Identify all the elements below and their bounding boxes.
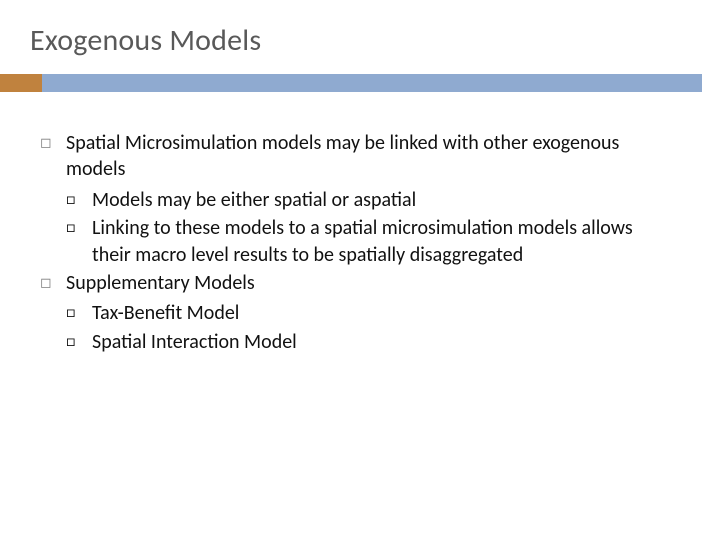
checkbox-bullet-icon: □ [66, 329, 92, 355]
list-item: ◻ Spatial Microsimulation models may be … [40, 130, 660, 183]
list-subitem: □ Models may be either spatial or aspati… [66, 187, 660, 213]
checkbox-bullet-icon: □ [66, 187, 92, 213]
checkbox-bullet-icon: □ [66, 215, 92, 241]
list-item-text: Spatial Microsimulation models may be li… [66, 130, 660, 183]
list-item-text: Supplementary Models [66, 270, 660, 296]
slide-title: Exogenous Models [30, 22, 261, 59]
slide: Exogenous Models ◻ Spatial Microsimulati… [0, 0, 720, 540]
list-subitem: □ Tax-Benefit Model [66, 300, 660, 326]
square-bullet-icon: ◻ [40, 130, 66, 156]
list-subitem-text: Spatial Interaction Model [92, 329, 660, 355]
slide-body: ◻ Spatial Microsimulation models may be … [40, 130, 660, 357]
list-item: ◻ Supplementary Models [40, 270, 660, 296]
list-subitem-text: Tax-Benefit Model [92, 300, 660, 326]
square-bullet-icon: ◻ [40, 270, 66, 296]
list-subitem: □ Linking to these models to a spatial m… [66, 215, 660, 268]
underline-accent-blue [42, 74, 702, 92]
underline-accent-orange [0, 74, 42, 92]
list-subitem-text: Models may be either spatial or aspatial [92, 187, 660, 213]
list-subitem: □ Spatial Interaction Model [66, 329, 660, 355]
list-subitem-text: Linking to these models to a spatial mic… [92, 215, 660, 268]
checkbox-bullet-icon: □ [66, 300, 92, 326]
title-underline [0, 74, 720, 94]
